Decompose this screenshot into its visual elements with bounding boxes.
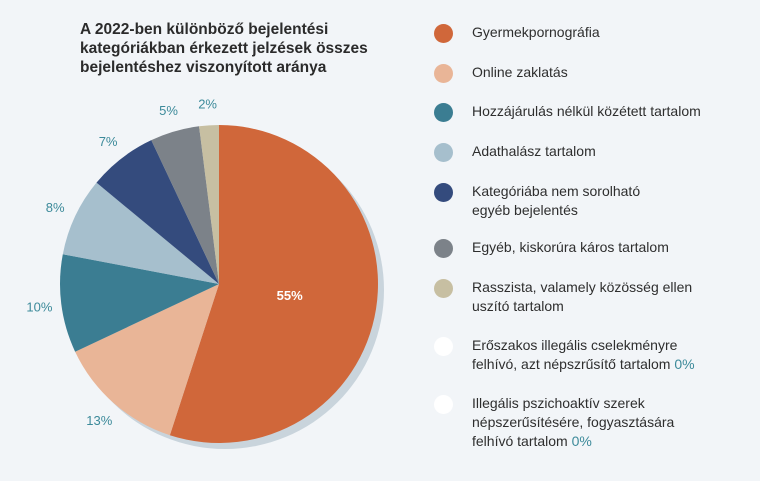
- pie-slice-label-3: 10%: [26, 300, 52, 315]
- pie-chart: 55% 13% 10% 8% 7% 5% 2%: [26, 96, 384, 449]
- legend-item-7: Rasszista, valamely közösség ellen uszít…: [434, 278, 754, 316]
- legend-swatch: [434, 239, 453, 258]
- pie-slice-4: [62, 182, 219, 284]
- chart-title: A 2022-ben különböző bejelentési kategór…: [80, 21, 368, 76]
- pie-slice-label-6: 5%: [159, 103, 178, 118]
- legend-swatch: [434, 24, 453, 43]
- pie-slice-6: [151, 126, 219, 284]
- pie-slice-label-7: 2%: [198, 96, 217, 111]
- pie-slice-7: [199, 125, 219, 284]
- pie-slice-label-2: 13%: [86, 413, 112, 428]
- legend-item-5: Kategóriába nem sorolható egyéb bejelent…: [434, 182, 754, 220]
- pie-slice-label-1: 55%: [277, 288, 303, 303]
- pie-slices: [60, 125, 378, 443]
- pie-slice-1: [169, 125, 378, 443]
- legend-swatch: [434, 64, 453, 83]
- legend-item-6: Egyéb, kiskorúra káros tartalom: [434, 238, 754, 258]
- legend-label: Illegális pszichoaktív szerek népszerűsí…: [472, 395, 675, 449]
- legend-swatch: [434, 103, 453, 122]
- legend-label: Egyéb, kiskorúra káros tartalom: [472, 239, 669, 255]
- legend-label: Gyermekpornográfia: [472, 24, 600, 40]
- pie-slice-2: [75, 284, 219, 436]
- legend-item-9: Illegális pszichoaktív szerek népszerűsí…: [434, 394, 754, 451]
- legend-swatch: [434, 143, 453, 162]
- legend-swatch: [434, 395, 453, 414]
- legend-swatch: [434, 337, 453, 356]
- pie-slice-label-4: 8%: [46, 200, 65, 215]
- pie-slice-3: [60, 254, 220, 352]
- legend-label: Rasszista, valamely közösség ellen uszít…: [472, 279, 693, 314]
- legend-item-2: Online zaklatás: [434, 63, 754, 83]
- legend-label: Hozzájárulás nélkül közétett tartalom: [472, 103, 701, 119]
- pie-slice-5: [96, 140, 219, 284]
- legend-zero-value: 0%: [571, 433, 592, 449]
- legend-label: Online zaklatás: [472, 64, 568, 80]
- legend-item-4: Adathalász tartalom: [434, 142, 754, 162]
- legend-label: Kategóriába nem sorolható egyéb bejelent…: [472, 183, 641, 218]
- pie-slice-label-5: 7%: [99, 134, 118, 149]
- pie-labels: 55% 13% 10% 8% 7% 5% 2%: [26, 96, 303, 427]
- legend-label: Erőszakos illegális cselekményre felhívó…: [472, 337, 695, 372]
- legend-item-1: Gyermekpornográfia: [434, 23, 754, 43]
- legend-item-8: Erőszakos illegális cselekményre felhívó…: [434, 336, 754, 374]
- legend-swatch: [434, 183, 453, 202]
- legend-swatch: [434, 279, 453, 298]
- legend-item-3: Hozzájárulás nélkül közétett tartalom: [434, 102, 754, 122]
- legend-zero-value: 0%: [674, 356, 695, 372]
- legend-label: Adathalász tartalom: [472, 143, 596, 159]
